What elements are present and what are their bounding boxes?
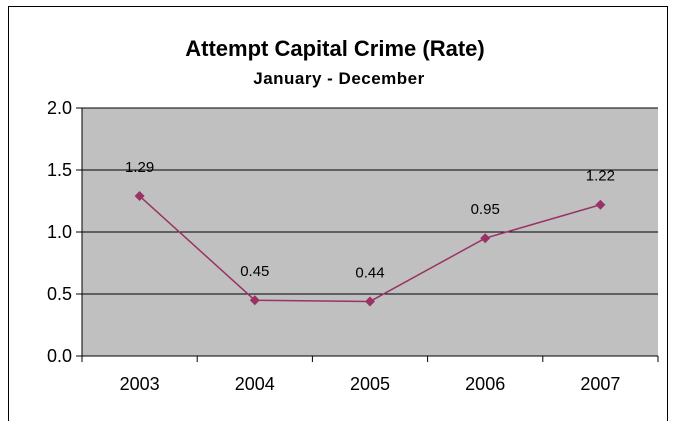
- chart-subtitle: January - December: [253, 69, 425, 88]
- chart-title: Attempt Capital Crime (Rate): [185, 36, 484, 61]
- data-label: 1.29: [125, 159, 154, 176]
- data-labels: 1.29 0.45 0.44 0.95 1.22: [125, 159, 615, 281]
- x-tick-label: 2007: [580, 374, 620, 394]
- x-tick-label: 2004: [235, 374, 275, 394]
- data-point-marker: [249, 295, 260, 306]
- series-line-group: [134, 191, 606, 307]
- data-point-marker: [134, 191, 145, 202]
- data-point-marker: [480, 233, 491, 244]
- data-label: 0.45: [240, 263, 269, 280]
- x-tick-label: 2003: [120, 374, 160, 394]
- x-axis-ticks: 2003 2004 2005 2006 2007: [81, 356, 659, 394]
- data-label: 0.95: [471, 201, 500, 218]
- y-tick-label: 2.0: [47, 98, 72, 118]
- gridlines: [82, 107, 658, 295]
- y-tick-label: 0.5: [47, 284, 72, 304]
- data-point-marker: [595, 199, 606, 210]
- x-tick-label: 2006: [465, 374, 505, 394]
- x-tick-label: 2005: [350, 374, 390, 394]
- y-axis-ticks: 0.0 0.5 1.0 1.5 2.0: [47, 98, 82, 366]
- y-tick-label: 1.0: [47, 222, 72, 242]
- data-label: 1.22: [586, 168, 615, 185]
- data-point-marker: [365, 296, 375, 307]
- y-tick-label: 1.5: [47, 160, 72, 180]
- data-label: 0.44: [355, 264, 384, 281]
- y-tick-label: 0.0: [47, 346, 72, 366]
